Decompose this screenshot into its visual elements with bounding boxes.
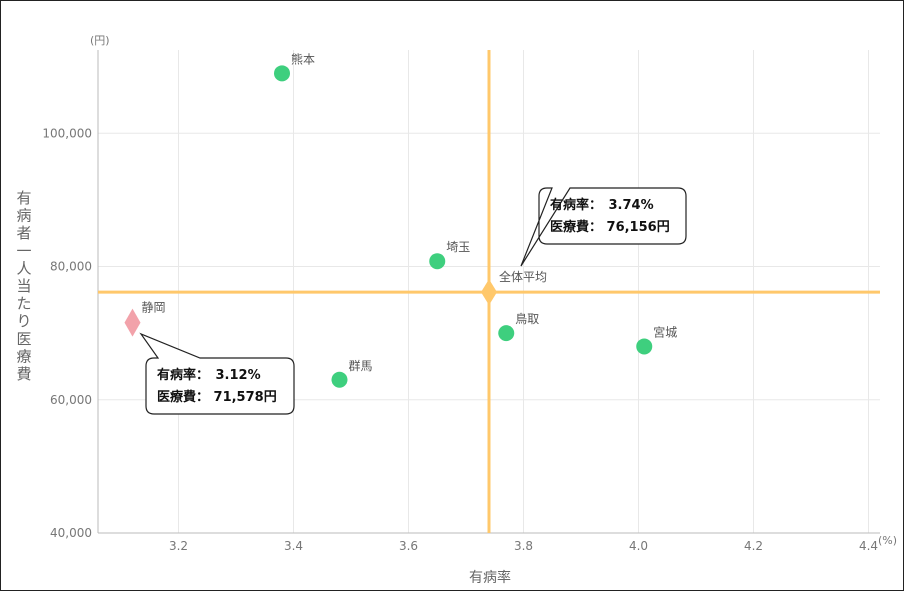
x-tick-label: 3.4 [284, 539, 303, 553]
point-群馬[interactable] [331, 371, 348, 388]
callout-line-1: 有病率： 3.74% [550, 197, 654, 213]
y-tick-label: 100,000 [42, 126, 92, 140]
y-tick-label: 60,000 [50, 393, 92, 407]
highlight-marker[interactable] [124, 308, 141, 337]
x-axis-title: 有病率 [469, 569, 511, 586]
point-鳥取[interactable] [498, 325, 515, 342]
x-tick-label: 3.8 [514, 539, 533, 553]
callout-line-2: 医療費： 76,156円 [550, 219, 670, 235]
point-label: 熊本 [291, 51, 315, 66]
point-label: 宮城 [653, 324, 677, 339]
x-unit-label: (%) [878, 534, 897, 547]
callout-line-2: 医療費： 71,578円 [157, 389, 277, 405]
x-tick-label: 3.6 [399, 539, 418, 553]
y-unit-label: (円) [90, 34, 110, 47]
point-埼玉[interactable] [429, 253, 446, 270]
y-tick-label: 80,000 [50, 260, 92, 274]
callout-line-1: 有病率： 3.12% [157, 367, 261, 383]
average-label: 全体平均 [499, 269, 547, 284]
callout-box [520, 187, 687, 267]
y-axis-title: 有病者一人当たり医療費 [16, 189, 31, 383]
x-tick-label: 4.0 [629, 539, 648, 553]
callout-box [139, 332, 295, 415]
x-tick-label: 4.4 [859, 539, 878, 553]
axes: 3.2 3.4 3.6 3.8 4.0 4.2 4.4 40,000 60,000 80,000 1… [42, 50, 880, 553]
callout-highlight: 有病率： 3.12% 医療費： 71,578円 [139, 332, 295, 415]
y-tick-label: 40,000 [50, 526, 92, 540]
highlight-label: 静岡 [142, 301, 166, 315]
x-tick-label: 4.2 [744, 539, 763, 553]
callout-average: 有病率： 3.74% 医療費： 76,156円 [520, 187, 687, 267]
point-label: 群馬 [349, 359, 373, 373]
point-宮城[interactable] [636, 338, 653, 355]
average-marker[interactable] [481, 279, 497, 306]
point-label: 鳥取 [515, 311, 539, 326]
point-label: 埼玉 [446, 240, 470, 254]
x-tick-label: 3.2 [169, 539, 188, 553]
point-熊本[interactable] [274, 65, 290, 82]
